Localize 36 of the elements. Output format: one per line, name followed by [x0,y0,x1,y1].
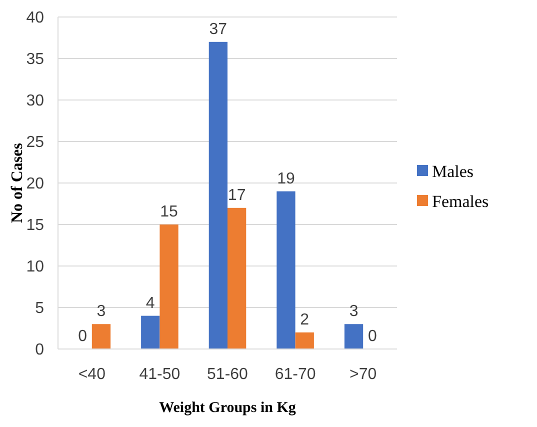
y-tick-label: 15 [26,217,44,234]
data-label: 3 [96,303,106,320]
y-tick-label: 40 [26,10,44,27]
data-label: 15 [160,204,178,220]
x-tick-label: 41-50 [139,366,180,383]
y-tick-label: 10 [26,258,44,276]
x-tick-label: <40 [78,366,106,383]
y-tick-label: 5 [35,300,44,318]
y-tick-label: 0 [35,342,44,359]
bar [228,208,246,349]
data-label: 17 [228,186,246,204]
bar [295,332,314,349]
data-label: 0 [368,328,377,345]
data-label: 3 [349,303,358,320]
x-tick-label: >70 [350,366,377,383]
y-tick-label: 20 [26,176,44,193]
bar [276,191,296,349]
bar [344,324,364,349]
data-label: 37 [209,20,228,38]
data-label: 2 [300,311,310,328]
y-axis-title: No of Cases [9,143,26,223]
data-label: 4 [146,294,155,312]
x-tick-label: 61-70 [274,366,316,383]
y-tick-label: 30 [26,92,44,110]
bar [208,42,228,349]
x-tick-label: 51-60 [207,366,248,383]
bar [92,324,111,349]
data-label: 0 [78,328,88,345]
legend-label: Males [432,162,474,181]
bar [160,224,178,349]
data-label: 19 [277,170,295,188]
bar [141,316,160,349]
x-axis-title: Weight Groups in Kg [159,400,296,416]
legend-label: Females [432,192,489,211]
y-tick-label: 35 [26,51,44,68]
y-tick-label: 25 [26,134,44,152]
